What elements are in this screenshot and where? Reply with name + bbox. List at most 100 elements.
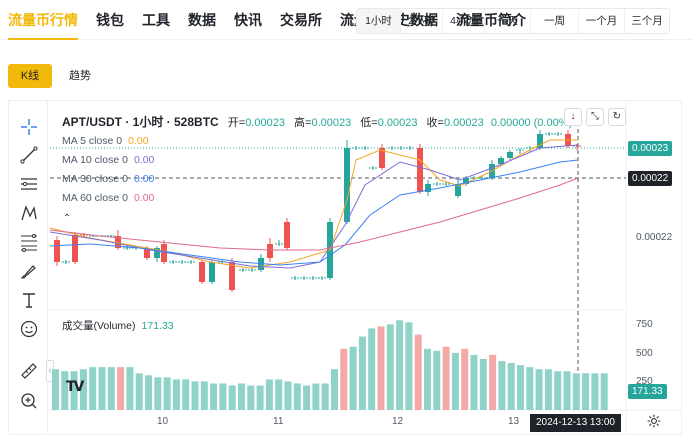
interval-1[interactable]: 2小时 <box>401 9 443 33</box>
zoom-in-icon[interactable] <box>18 390 40 412</box>
crosshair-icon[interactable] <box>18 116 40 138</box>
interval-5[interactable]: 一个月 <box>579 9 625 33</box>
volume-bar <box>321 383 329 410</box>
nav-item-4[interactable]: 快讯 <box>234 11 262 28</box>
close-label: 收= <box>426 117 444 129</box>
ma60-label: MA 60 close 0 <box>62 192 128 204</box>
volume-bar <box>172 379 180 410</box>
volume-bar <box>340 348 348 410</box>
nav-item-1[interactable]: 钱包 <box>96 11 124 28</box>
volume-bar <box>154 377 162 410</box>
volume-bar <box>145 375 152 410</box>
pair-label: APT/USDT · 1小时 · 528BTC <box>62 115 219 129</box>
collapse-legend-icon[interactable]: ⌃ <box>58 211 76 229</box>
ma60-value: 0.00 <box>133 192 155 204</box>
fibonacci-icon[interactable] <box>18 231 40 253</box>
text-icon[interactable] <box>18 289 40 311</box>
volume-bar <box>163 377 171 410</box>
volume-bar <box>135 373 143 410</box>
time-tick-11: 11 <box>273 416 284 427</box>
compress-icon[interactable]: ⤡ <box>586 108 604 126</box>
candle-body <box>425 184 431 192</box>
interval-3[interactable]: 一天 <box>485 9 531 33</box>
high-label: 高= <box>294 117 312 129</box>
low-value: 0.00023 <box>377 117 418 129</box>
volume-bar <box>89 367 97 410</box>
interval-selector: 1小时 2小时 4小时 一天 一周 一个月 三个月 <box>356 8 670 34</box>
volume-bar <box>284 381 292 410</box>
interval-0[interactable]: 1小时 <box>357 9 401 33</box>
toolbar-divider <box>47 100 48 435</box>
volume-value: 171.33 <box>141 320 174 332</box>
volume-bar <box>600 373 608 410</box>
chart-toolbar: K线 趋势 <box>0 56 692 90</box>
volume-bar <box>293 383 301 410</box>
volume-bar <box>368 328 376 410</box>
candle-body <box>161 244 167 262</box>
volume-label: 成交量(Volume) <box>62 320 136 332</box>
ma60-line <box>49 177 579 251</box>
tradingview-logo: 𝗧𝗩 <box>66 378 84 394</box>
volume-bar <box>386 324 394 410</box>
reset-icon[interactable]: ↻ <box>608 108 626 126</box>
volume-bar <box>451 352 459 410</box>
volume-bar <box>265 379 273 410</box>
trend-line-icon[interactable] <box>18 144 40 166</box>
brush-icon[interactable] <box>18 260 40 282</box>
open-value: 0.00023 <box>245 117 285 129</box>
volume-bar <box>572 373 580 410</box>
nav-item-7[interactable]: 流量币简介 <box>456 11 526 28</box>
chart-legend: APT/USDT · 1小时 · 528BTC 开=0.00023 高=0.00… <box>62 113 572 130</box>
candle-body <box>54 240 60 262</box>
volume-bar <box>582 373 590 410</box>
volume-bar <box>98 367 106 410</box>
candle-body <box>154 248 160 258</box>
volume-bar <box>182 379 190 410</box>
nav-item-5[interactable]: 交易所 <box>280 11 322 28</box>
volume-bar <box>554 371 562 410</box>
kline-tab[interactable]: K线 <box>8 64 52 88</box>
nav-item-2[interactable]: 工具 <box>142 11 170 28</box>
volume-bar <box>200 381 208 410</box>
interval-4[interactable]: 一周 <box>531 9 579 33</box>
low-label: 低= <box>360 117 378 129</box>
volume-bar <box>303 385 311 410</box>
high-value: 0.00023 <box>311 117 352 129</box>
volume-bar <box>535 369 543 410</box>
volume-bar <box>405 322 413 410</box>
pattern-icon[interactable] <box>18 202 40 224</box>
volume-bar <box>489 354 497 410</box>
time-tick-13: 13 <box>508 416 520 427</box>
ma10-label: MA 10 close 0 <box>62 154 128 166</box>
trend-tab[interactable]: 趋势 <box>69 70 91 82</box>
volume-bar <box>61 371 69 410</box>
emoji-icon[interactable] <box>18 318 40 340</box>
volume-bar <box>470 354 478 410</box>
nav-item-3[interactable]: 数据 <box>188 11 216 28</box>
ma5-value: 0.00 <box>128 135 149 147</box>
ma30-label: MA 30 close 0 <box>62 173 128 185</box>
volume-bar <box>433 350 441 410</box>
candle-body <box>267 244 273 258</box>
volume-bar <box>52 369 59 410</box>
horizontal-lines-icon[interactable] <box>18 173 40 195</box>
volume-bar <box>70 371 78 410</box>
volume-bar <box>526 367 534 410</box>
ruler-icon[interactable] <box>18 360 40 382</box>
chart-frame <box>8 100 682 435</box>
candle-body <box>463 178 469 184</box>
interval-2[interactable]: 4小时 <box>443 9 485 33</box>
volume-bar <box>479 359 487 410</box>
volume-bar <box>210 383 218 410</box>
volume-bar <box>461 348 469 410</box>
volume-bar <box>544 369 552 410</box>
interval-6[interactable]: 三个月 <box>631 15 663 27</box>
gear-icon[interactable] <box>646 413 662 429</box>
candle-body <box>417 148 423 192</box>
download-icon[interactable]: ↓ <box>564 108 582 126</box>
volume-bar <box>414 334 422 410</box>
ma10-legend: MA 10 close 0 0.00 <box>62 154 154 166</box>
nav-item-0[interactable]: 流量币行情 <box>8 0 78 40</box>
ma10-value: 0.00 <box>133 154 155 166</box>
